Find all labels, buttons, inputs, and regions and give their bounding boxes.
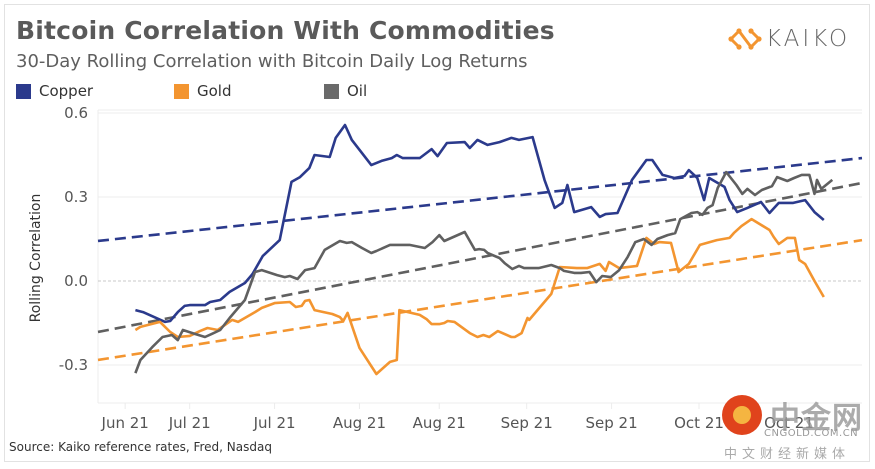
legend-swatch-copper <box>16 83 31 99</box>
watermark-url: CNGOLD.COM.CN <box>764 428 859 439</box>
chart-title: Bitcoin Correlation With Commodities <box>16 16 555 45</box>
kaiko-logo-icon <box>728 28 762 50</box>
cngold-logo-icon <box>722 395 762 435</box>
x-axis-ticks: Jun 21 Jul 21 Jul 21 Aug 21 Aug 21 Sep 21 Sep … <box>101 414 814 432</box>
legend-item-gold[interactable]: Gold <box>174 82 232 100</box>
x-tick-label: Aug 21 <box>413 414 466 432</box>
watermark-tagline: 中文财经新媒体 <box>724 447 851 462</box>
x-tick-label: Jul 21 <box>168 414 211 432</box>
series-lines <box>134 123 834 376</box>
source-note: Source: Kaiko reference rates, Fred, Nas… <box>9 440 272 454</box>
series-line-copper <box>135 123 825 324</box>
legend-swatch-gold <box>174 83 189 99</box>
y-tick-label: -0.3 <box>59 356 88 374</box>
x-tick-label: Sep 21 <box>586 414 638 432</box>
chart-subtitle: 30-Day Rolling Correlation with Bitcoin … <box>16 51 528 72</box>
series-line-gold <box>134 217 825 376</box>
x-tick-label: Sep 21 <box>501 414 553 432</box>
x-tick-label: Oct 21 <box>674 414 724 432</box>
y-axis-ticks: 0.6 0.3 0.0 -0.3 <box>59 104 88 374</box>
x-tick-label: Jul 21 <box>253 414 296 432</box>
legend-item-oil[interactable]: Oil <box>324 82 367 100</box>
gold-trend-line <box>97 238 863 362</box>
x-tick-label: Jun 21 <box>101 414 149 432</box>
legend-swatch-oil <box>324 83 339 99</box>
cngold-watermark: 中金网 CNGOLD.COM.CN 中文财经新媒体 <box>722 393 872 465</box>
chart-frame <box>4 4 870 462</box>
x-tick-label: Oct 21 <box>764 414 814 432</box>
kaiko-logo: KAIKO <box>728 26 850 52</box>
legend-item-copper[interactable]: Copper <box>16 82 93 100</box>
y-tick-label: 0.0 <box>64 272 88 290</box>
oil-trend-line <box>97 181 863 334</box>
y-tick-label: 0.3 <box>64 188 88 206</box>
legend-label-oil: Oil <box>347 82 368 100</box>
kaiko-logo-text: KAIKO <box>766 26 851 52</box>
legend-label-copper: Copper <box>39 82 94 100</box>
grid <box>97 109 862 409</box>
y-axis-label: Rolling Correlation <box>28 194 44 323</box>
watermark-name: 中金网 <box>770 401 863 436</box>
legend-label-gold: Gold <box>197 82 232 100</box>
copper-trend-line <box>97 156 863 243</box>
series-line-oil <box>134 170 834 374</box>
x-tick-label: Aug 21 <box>333 414 386 432</box>
y-tick-label: 0.6 <box>64 104 88 122</box>
